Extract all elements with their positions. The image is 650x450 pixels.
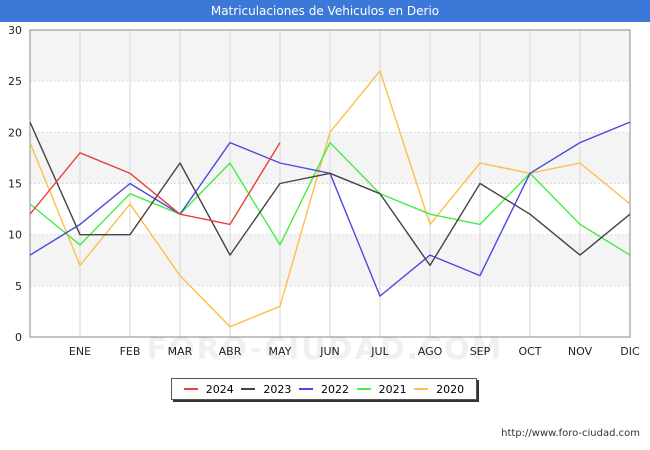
legend-label-2021: 2021 bbox=[378, 382, 407, 396]
y-tick-label: 30 bbox=[8, 24, 22, 37]
y-tick-label: 25 bbox=[8, 75, 22, 88]
y-tick-label: 10 bbox=[8, 229, 22, 242]
legend-label-2020: 2020 bbox=[436, 382, 465, 396]
watermark: FORO-CIUDAD.COM bbox=[146, 332, 504, 367]
footer-url: http://www.foro-ciudad.com bbox=[501, 428, 640, 439]
legend-item-2020: 2020 bbox=[414, 383, 464, 396]
x-tick-label: FEB bbox=[120, 345, 141, 358]
x-tick-label: NOV bbox=[568, 345, 593, 358]
x-tick-label: MAY bbox=[269, 345, 292, 358]
legend-swatch-2023 bbox=[241, 388, 256, 390]
legend-item-2021: 2021 bbox=[356, 382, 407, 396]
y-tick-label: 0 bbox=[15, 331, 22, 344]
x-tick-label: OCT bbox=[518, 345, 541, 358]
x-tick-label: ABR bbox=[219, 345, 242, 358]
chart-title: Matriculaciones de Vehiculos en Derio bbox=[0, 0, 650, 22]
legend-item-2024: 2024 bbox=[183, 382, 234, 396]
y-tick-label: 5 bbox=[15, 280, 22, 293]
y-tick-label: 15 bbox=[8, 178, 22, 191]
legend-swatch-2022 bbox=[298, 388, 313, 390]
x-tick-label: DIC bbox=[620, 345, 640, 358]
legend-swatch-2024 bbox=[183, 388, 198, 390]
x-tick-label: MAR bbox=[168, 345, 193, 358]
y-tick-label: 20 bbox=[8, 126, 22, 139]
legend-item-2022: 2022 bbox=[298, 382, 349, 396]
x-tick-label: AGO bbox=[418, 345, 443, 358]
plot-border bbox=[29, 29, 631, 338]
legend: 2024 2023 2022 2021 2020 bbox=[171, 378, 477, 400]
legend-label-2024: 2024 bbox=[205, 382, 234, 396]
x-tick-label: JUL bbox=[370, 345, 389, 358]
legend-label-2023: 2023 bbox=[263, 382, 292, 396]
legend-label-2022: 2022 bbox=[320, 382, 349, 396]
x-tick-label: JUN bbox=[319, 345, 340, 358]
legend-swatch-2021 bbox=[356, 388, 371, 390]
x-tick-label: SEP bbox=[470, 345, 491, 358]
legend-swatch-2020 bbox=[414, 388, 429, 390]
x-tick-label: ENE bbox=[69, 345, 91, 358]
series-line-2024 bbox=[29, 142, 281, 226]
series-line-2023 bbox=[29, 121, 631, 267]
legend-item-2023: 2023 bbox=[241, 383, 291, 396]
